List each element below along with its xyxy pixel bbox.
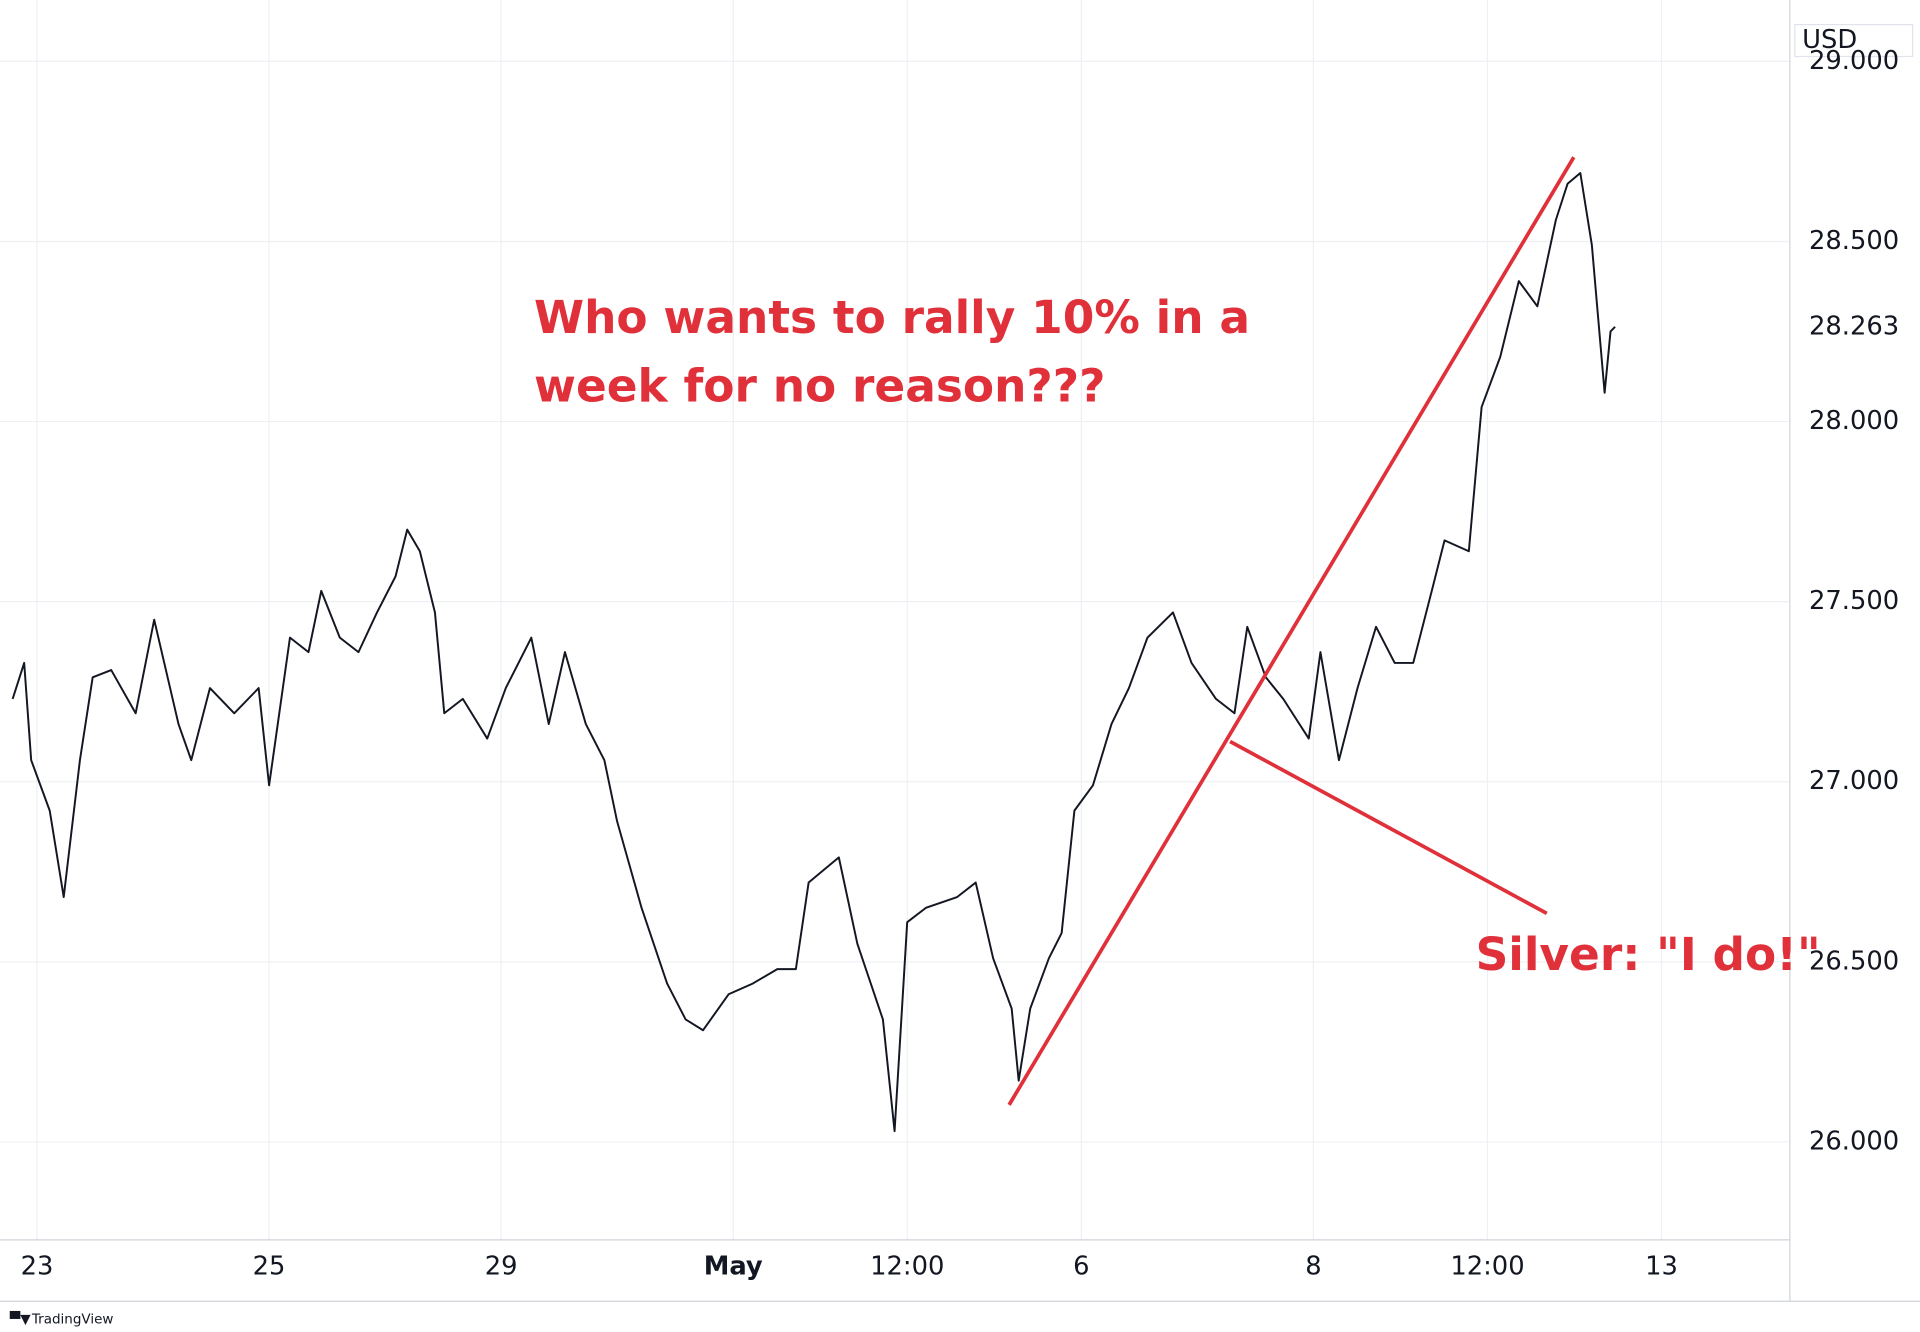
x-tick-label: 23 xyxy=(21,1251,54,1281)
y-tick-label: 28.000 xyxy=(1809,406,1899,436)
x-tick-label: May xyxy=(704,1251,763,1281)
annotation: Who wants to rally 10% in a xyxy=(534,291,1250,344)
x-tick-label: 8 xyxy=(1305,1251,1321,1281)
currency: USD xyxy=(1802,25,1857,55)
last-price-label: 28.263 xyxy=(1809,311,1899,341)
brand-logo: ▀▼ xyxy=(9,1311,31,1328)
y-tick-label: 28.500 xyxy=(1809,226,1899,256)
plot-area xyxy=(11,172,1616,1133)
currency-box xyxy=(1794,23,1914,58)
pointer-line xyxy=(1229,739,1548,915)
last-price-box xyxy=(1794,304,1913,349)
annotation: week for no reason??? xyxy=(534,360,1105,413)
x-tick-label: 12:00 xyxy=(1450,1251,1524,1281)
y-tick-label: 27.000 xyxy=(1809,766,1899,796)
x-tick-label: 25 xyxy=(253,1251,286,1281)
grid xyxy=(0,0,1790,1240)
x-tick-label: 6 xyxy=(1073,1251,1089,1281)
y-tick-label: 29.000 xyxy=(1809,46,1899,76)
x-tick-label: 13 xyxy=(1645,1251,1678,1281)
brand: TradingView xyxy=(31,1312,114,1328)
y-tick-label: 26.500 xyxy=(1809,946,1899,976)
x-tick-label: 29 xyxy=(485,1251,518,1281)
annotation: Silver: "I do!" xyxy=(1476,928,1821,981)
trend-line xyxy=(1007,156,1576,1106)
y-tick-label: 26.000 xyxy=(1809,1126,1899,1156)
x-tick-label: 12:00 xyxy=(870,1251,944,1281)
y-tick-label: 27.500 xyxy=(1809,586,1899,616)
price-line xyxy=(11,172,1616,1133)
